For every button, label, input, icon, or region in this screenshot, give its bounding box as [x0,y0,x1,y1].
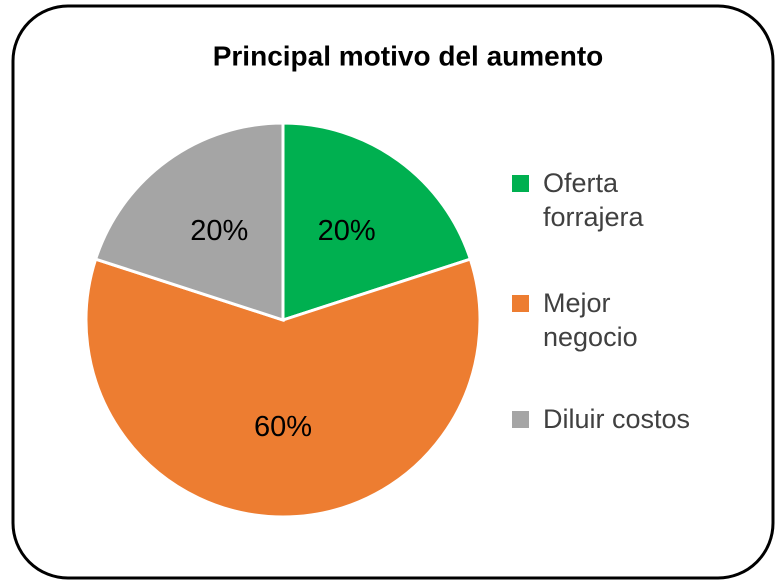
legend-item: Diluir costos [512,402,708,436]
legend-swatch [512,295,529,312]
legend-label: Mejor negocio [543,288,638,352]
pie-slice [93,121,285,323]
legend-item: Mejor negocio [512,286,708,354]
legend-item: Oferta forrajera [512,166,708,234]
legend-swatch [512,411,529,428]
data-label: 20% [318,215,376,247]
chart-title: Principal motivo del aumento [213,40,604,71]
pie-slice [281,121,473,323]
legend-label: Diluir costos [543,404,691,434]
legend-swatch [512,175,529,192]
data-label: 60% [254,411,312,443]
legend-label: Oferta forrajera [543,168,644,232]
pie-slice [84,257,482,519]
data-label: 20% [190,215,248,247]
